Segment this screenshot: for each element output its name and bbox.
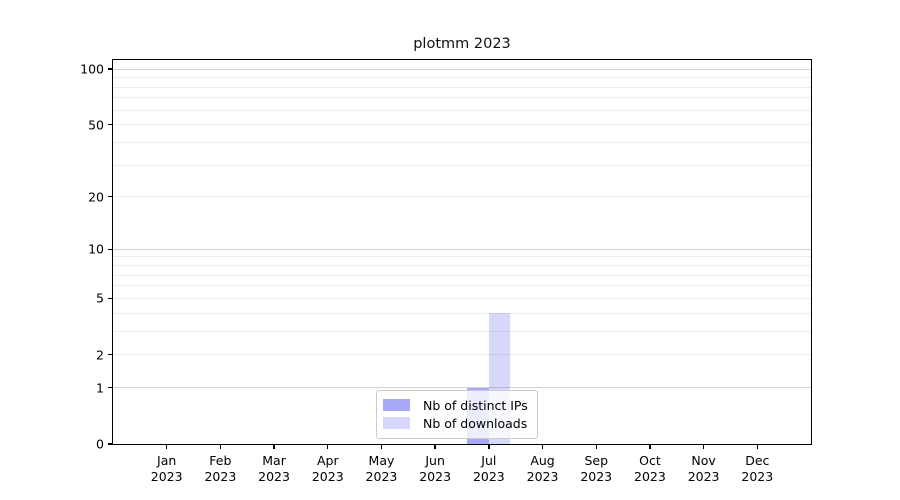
minor-gridline xyxy=(113,297,811,299)
x-tick-month: Feb xyxy=(209,453,232,468)
minor-gridline xyxy=(113,312,811,314)
x-tick-label-oct: Oct 2023 xyxy=(621,453,679,484)
x-tick-year: 2023 xyxy=(419,468,452,484)
y-tick-label-100: 100 xyxy=(80,61,104,77)
legend: Nb of distinct IPs Nb of downloads xyxy=(376,390,538,439)
x-tick-mark xyxy=(541,445,544,449)
y-tick-label-1: 1 xyxy=(96,380,104,396)
x-tick-month: Apr xyxy=(316,453,339,468)
x-tick-month: Nov xyxy=(691,453,716,468)
x-tick-mark xyxy=(219,445,222,449)
x-tick-label-dec: Dec 2023 xyxy=(728,453,786,484)
x-tick-mark xyxy=(702,445,705,449)
legend-label-distinct-ips: Nb of distinct IPs xyxy=(423,397,528,413)
legend-label-downloads: Nb of downloads xyxy=(423,415,528,431)
x-tick-year: 2023 xyxy=(687,468,720,484)
x-tick-year: 2023 xyxy=(150,468,183,484)
minor-gridline xyxy=(113,109,811,111)
y-tick-label-50: 50 xyxy=(88,117,104,133)
x-tick-month: Aug xyxy=(530,453,555,468)
x-tick-mark xyxy=(595,445,597,449)
x-tick-year: 2023 xyxy=(311,468,344,484)
y-tick-mark xyxy=(108,123,113,126)
minor-gridline xyxy=(113,141,811,143)
y-tick-label-2: 2 xyxy=(96,347,104,363)
x-tick-year: 2023 xyxy=(472,468,505,484)
minor-gridline xyxy=(113,196,811,198)
x-tick-year: 2023 xyxy=(741,468,774,484)
y-tick-mark xyxy=(108,68,113,70)
minor-gridline xyxy=(113,265,811,267)
x-tick-label-apr: Apr 2023 xyxy=(299,453,357,484)
x-tick-month: Sep xyxy=(584,453,608,468)
minor-gridline xyxy=(113,124,811,126)
y-tick-label-10: 10 xyxy=(88,241,104,257)
x-tick-mark xyxy=(649,445,651,449)
x-tick-mark xyxy=(434,445,436,449)
minor-gridline xyxy=(113,330,811,332)
x-tick-label-jul: Jul 2023 xyxy=(460,453,518,484)
legend-swatch-distinct-ips-icon xyxy=(383,399,410,411)
x-tick-month: Oct xyxy=(639,453,661,468)
x-tick-mark xyxy=(756,445,758,449)
x-tick-label-feb: Feb 2023 xyxy=(191,453,249,484)
minor-gridline xyxy=(113,97,811,99)
y-tick-mark xyxy=(108,443,113,445)
major-gridline xyxy=(113,387,811,389)
x-tick-mark xyxy=(273,445,275,449)
y-tick-mark xyxy=(108,248,113,250)
legend-entry-downloads: Nb of downloads xyxy=(383,414,528,432)
x-tick-month: Jul xyxy=(481,453,497,468)
x-tick-year: 2023 xyxy=(526,468,559,484)
minor-gridline xyxy=(113,86,811,88)
x-tick-label-aug: Aug 2023 xyxy=(514,453,572,484)
y-tick-label-0: 0 xyxy=(96,436,104,452)
minor-gridline xyxy=(113,164,811,166)
x-tick-label-mar: Mar 2023 xyxy=(245,453,303,484)
x-tick-year: 2023 xyxy=(204,468,237,484)
x-tick-year: 2023 xyxy=(580,468,613,484)
legend-swatch-downloads-icon xyxy=(383,417,410,429)
x-tick-mark xyxy=(488,445,490,449)
plot-area: Nb of distinct IPs Nb of downloads xyxy=(112,59,812,445)
minor-gridline xyxy=(113,77,811,79)
x-tick-year: 2023 xyxy=(634,468,666,484)
y-tick-mark xyxy=(108,297,113,300)
x-tick-year: 2023 xyxy=(365,468,398,484)
minor-gridline xyxy=(113,354,811,356)
x-tick-label-sep: Sep 2023 xyxy=(567,453,625,484)
x-tick-month: Dec xyxy=(745,453,770,468)
x-tick-year: 2023 xyxy=(258,468,290,484)
x-tick-month: Jan xyxy=(157,453,177,468)
x-tick-mark xyxy=(165,445,168,449)
major-gridline xyxy=(113,248,811,250)
minor-gridline xyxy=(113,285,811,287)
x-tick-mark xyxy=(327,445,329,449)
x-tick-mark xyxy=(380,445,383,449)
x-tick-label-jun: Jun 2023 xyxy=(406,453,464,484)
y-tick-label-5: 5 xyxy=(96,290,104,306)
chart-title: plotmm 2023 xyxy=(413,36,511,52)
minor-gridline xyxy=(113,274,811,276)
y-tick-label-20: 20 xyxy=(88,189,104,205)
legend-entry-distinct-ips: Nb of distinct IPs xyxy=(383,396,528,414)
y-tick-mark xyxy=(108,354,113,356)
x-tick-label-jan: Jan 2023 xyxy=(138,453,196,484)
x-tick-month: Jun xyxy=(425,453,445,468)
minor-gridline xyxy=(113,256,811,258)
x-tick-month: May xyxy=(368,453,395,468)
x-tick-label-nov: Nov 2023 xyxy=(675,453,733,484)
x-tick-month: Mar xyxy=(262,453,286,468)
major-gridline xyxy=(113,68,811,70)
y-tick-mark xyxy=(108,195,113,198)
x-tick-label-may: May 2023 xyxy=(352,453,410,484)
y-tick-mark xyxy=(108,386,113,389)
